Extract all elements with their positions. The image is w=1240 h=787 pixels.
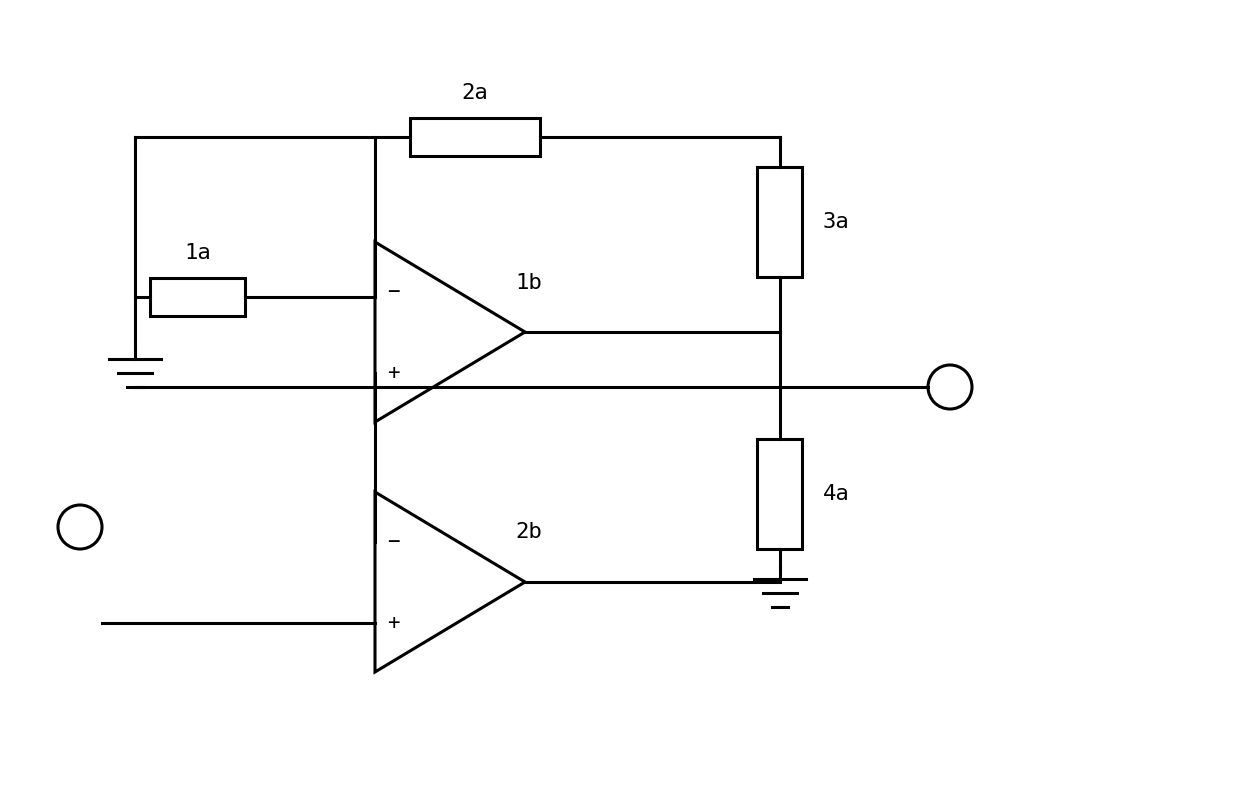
Text: 2b: 2b: [515, 523, 542, 542]
FancyBboxPatch shape: [758, 167, 802, 277]
Text: +: +: [387, 612, 399, 633]
Text: 4a: 4a: [822, 484, 849, 504]
Text: −: −: [387, 282, 399, 301]
Text: −: −: [387, 531, 399, 552]
Text: +: +: [387, 363, 399, 382]
Text: 3a: 3a: [822, 212, 849, 232]
Text: 1b: 1b: [515, 272, 542, 293]
FancyBboxPatch shape: [758, 439, 802, 549]
Text: 1a: 1a: [184, 243, 211, 263]
FancyBboxPatch shape: [150, 278, 246, 316]
FancyBboxPatch shape: [410, 118, 539, 156]
Text: 2a: 2a: [461, 83, 489, 103]
